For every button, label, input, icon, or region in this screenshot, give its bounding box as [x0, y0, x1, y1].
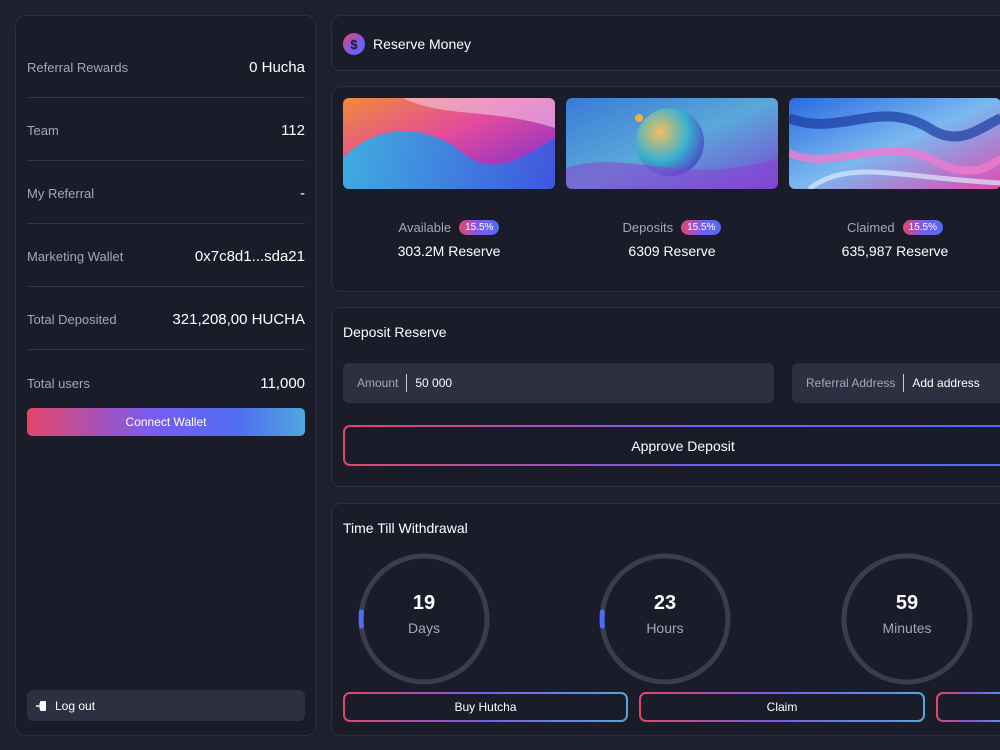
reserve-value: 6309 Reserve — [628, 243, 716, 259]
minutes-value: 59 — [895, 592, 919, 614]
connect-wallet-button[interactable]: Connect Wallet — [27, 408, 305, 436]
sidebar: Referral Rewards 0 Hucha Team 112 My Ref… — [15, 15, 316, 736]
stat-total-deposited: Total Deposited 321,208,00 HUCHA — [27, 290, 305, 350]
page-title: Reserve Money — [373, 36, 472, 52]
stat-total-users: Total users 11,000 — [27, 353, 305, 413]
amount-value: 50 000 — [415, 376, 453, 390]
amount-input[interactable]: Amount 50 000 — [343, 363, 774, 403]
withdrawal-timer-card: Time Till Withdrawal 19 Days 23 Hours 59… — [331, 503, 1000, 736]
stat-marketing-wallet: Marketing Wallet 0x7c8d1...sda21 — [27, 227, 305, 287]
hours-countdown: 23 Hours — [598, 552, 732, 686]
section-title: Time Till Withdrawal — [343, 520, 468, 536]
deposits-artwork — [566, 98, 778, 189]
section-title: Deposit Reserve — [343, 324, 447, 340]
stat-value: 11,000 — [260, 374, 305, 392]
stat-label: Referral Rewards — [27, 60, 129, 75]
reserve-value: 303.2M Reserve — [397, 243, 501, 259]
stat-team: Team 112 — [27, 101, 305, 161]
stat-value: 0 Hucha — [249, 59, 305, 76]
stat-value: - — [300, 185, 305, 202]
stat-my-referral: My Referral - — [27, 164, 305, 224]
referral-address-label: Referral Address — [806, 376, 896, 390]
extra-action-button[interactable] — [936, 692, 1000, 722]
reserve-label: Claimed — [846, 220, 895, 235]
logout-label: Log out — [55, 698, 96, 713]
stat-value: 0x7c8d1...sda21 — [194, 248, 305, 265]
amount-label: Amount — [357, 376, 399, 390]
days-label: Days — [408, 620, 440, 636]
buy-hutcha-button[interactable]: Buy Hutcha — [343, 692, 628, 722]
available-artwork — [343, 98, 555, 189]
field-divider — [406, 374, 408, 392]
reserve-money-header: $ Reserve Money — [331, 15, 1000, 71]
referral-address-input[interactable]: Referral Address Add address — [792, 363, 1000, 403]
stat-label: Total users — [27, 375, 90, 391]
stat-label: Marketing Wallet — [27, 249, 124, 264]
field-divider — [903, 374, 905, 392]
percentage-badge: 15.5% — [902, 220, 944, 235]
minutes-countdown: 59 Minutes — [840, 552, 974, 686]
referral-address-value: Add address — [912, 376, 980, 390]
hours-value: 23 — [653, 592, 677, 614]
stat-value: 112 — [281, 122, 305, 139]
claimed-artwork — [789, 98, 1000, 189]
stat-value: 321,208,00 HUCHA — [172, 311, 305, 328]
stat-label: Team — [27, 123, 59, 138]
percentage-badge: 15.5% — [459, 220, 500, 235]
days-countdown: 19 Days — [357, 552, 491, 686]
days-value: 19 — [412, 592, 436, 614]
claim-button[interactable]: Claim — [639, 692, 925, 722]
dollar-coin-icon: $ — [343, 33, 365, 55]
hours-label: Hours — [646, 620, 684, 636]
deposits-stat: Deposits 15.5% 6309 Reserve — [566, 220, 778, 259]
approve-deposit-button[interactable]: Approve Deposit — [343, 425, 1000, 466]
stat-referral-rewards: Referral Rewards 0 Hucha — [27, 38, 305, 98]
available-stat: Available 15.5% 303.2M Reserve — [343, 220, 555, 259]
stat-label: Total Deposited — [27, 312, 117, 327]
percentage-badge: 15.5% — [681, 220, 722, 235]
reserve-stats-card: Available 15.5% 303.2M Reserve Deposits … — [331, 86, 1000, 292]
reserve-label: Available — [398, 220, 452, 235]
deposit-reserve-card: Deposit Reserve Amount 50 000 Referral A… — [331, 307, 1000, 487]
logout-icon — [35, 700, 47, 712]
reserve-value: 635,987 Reserve — [841, 243, 949, 259]
claimed-stat: Claimed 15.5% 635,987 Reserve — [789, 220, 1000, 259]
minutes-label: Minutes — [882, 620, 932, 636]
logout-button[interactable]: Log out — [27, 690, 305, 721]
stat-label: My Referral — [27, 186, 95, 201]
reserve-label: Deposits — [622, 220, 674, 235]
